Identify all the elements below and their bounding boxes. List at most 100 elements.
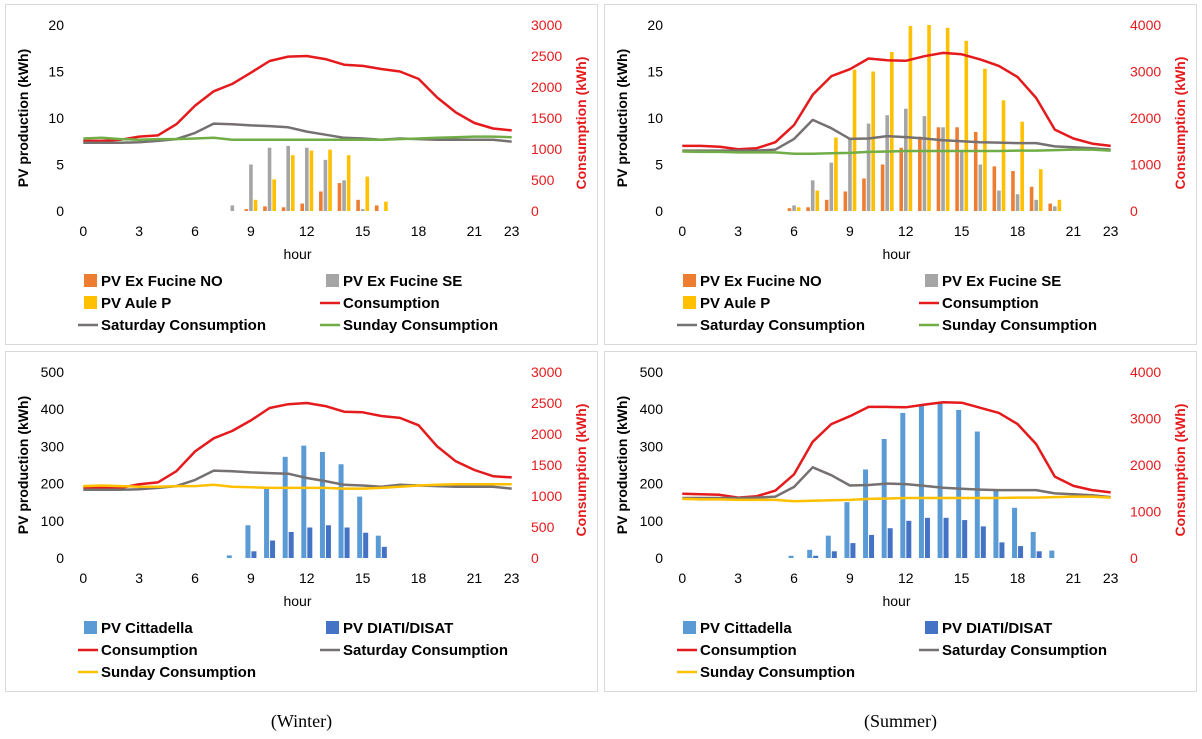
- bar-pv-ex-fucine-no: [1048, 203, 1053, 211]
- y2-tick-label: 0: [531, 203, 539, 219]
- x-tick-label: 9: [247, 223, 255, 239]
- y-axis-title: PV production (kWh): [15, 49, 31, 187]
- y2-tick-label: 2000: [1130, 457, 1161, 473]
- bar-pv-ex-fucine-se: [342, 180, 346, 211]
- bar-pv-ex-fucine-no: [281, 207, 286, 211]
- x-tick-label: 6: [790, 223, 798, 239]
- bar-pv-cittadella: [301, 445, 307, 558]
- legend-label-consumption: Consumption: [101, 642, 198, 659]
- y-tick-label: 0: [56, 550, 64, 566]
- line-sunday-consumption: [83, 135, 512, 141]
- chart-panel-summer-cittadella: 0 100 200 300 400 500 0 1000 2000 3000 4000 0 3 6 9 12 1…: [604, 351, 1197, 692]
- y-tick-label: 100: [41, 513, 65, 529]
- bar-pv-cittadella: [338, 464, 344, 558]
- y2-tick-label: 2000: [1130, 110, 1161, 126]
- bar-pv-aule-p: [796, 207, 801, 211]
- legend-label-saturday-consumption: Saturday Consumption: [101, 317, 266, 334]
- legend-label-sunday-consumption: Sunday Consumption: [942, 317, 1097, 334]
- x-axis-title: hour: [882, 593, 910, 609]
- bar-pv-aule-p: [365, 176, 370, 211]
- legend-label-pv-cittadella: PV Cittadella: [101, 620, 193, 637]
- bar-pv-aule-p: [908, 25, 913, 212]
- bar-pv-ex-fucine-no: [824, 199, 829, 211]
- x-tick-label: 3: [135, 570, 143, 586]
- bar-pv-diati-disat: [943, 517, 949, 558]
- legend-swatch-pv-diati-disat: [326, 621, 339, 634]
- y-tick-label: 10: [48, 110, 64, 126]
- x-tick-label: 3: [734, 570, 742, 586]
- bar-pv-cittadella: [319, 451, 325, 558]
- bar-pv-ex-fucine-no: [936, 127, 941, 211]
- y-tick-label: 400: [640, 401, 664, 417]
- x-tick-label: 3: [734, 223, 742, 239]
- x-tick-label: 12: [299, 570, 315, 586]
- bar-pv-ex-fucine-no: [374, 205, 379, 211]
- y2-tick-label: 3000: [531, 17, 562, 33]
- y-axis-title: PV production (kWh): [614, 49, 630, 187]
- bar-pv-aule-p: [1057, 199, 1062, 211]
- line-saturday-consumption: [83, 469, 512, 492]
- bar-pv-ex-fucine-no: [787, 208, 792, 211]
- x-tick-label: 12: [299, 223, 315, 239]
- chart-svg: 0 5 10 15 20 0 500 1000 1500 2000 2500 3000 0 3 6 9 12 15…: [15, 17, 589, 334]
- y2-tick-label: 1000: [1130, 504, 1161, 520]
- y2-tick-label: 0: [1130, 550, 1138, 566]
- y2-tick-label: 4000: [1130, 364, 1161, 380]
- y2-tick-label: 2500: [531, 395, 562, 411]
- bar-pv-ex-fucine-se: [866, 123, 871, 211]
- x-tick-label: 23: [1103, 223, 1119, 239]
- bar-pv-cittadella: [357, 496, 363, 558]
- caption-winter: (Winter): [270, 711, 333, 731]
- y2-tick-label: 1000: [531, 141, 562, 157]
- line-consumption: [83, 54, 512, 143]
- bar-pv-cittadella: [226, 555, 232, 558]
- x-tick-label: 23: [1103, 570, 1119, 586]
- x-tick-label: 21: [467, 223, 483, 239]
- bar-pv-ex-fucine-no: [899, 147, 904, 211]
- bar-pv-ex-fucine-se: [792, 205, 796, 211]
- bar-pv-diati-disat: [363, 532, 369, 558]
- bar-pv-ex-fucine-no: [337, 183, 342, 211]
- legend-label-pv-cittadella: PV Cittadella: [700, 620, 792, 637]
- bar-pv-cittadella: [863, 469, 869, 558]
- legend-label-sunday-consumption: Sunday Consumption: [101, 664, 256, 681]
- y2-tick-label: 500: [531, 519, 555, 535]
- legend-label-consumption: Consumption: [942, 295, 1039, 312]
- bar-pv-ex-fucine-no: [1011, 171, 1015, 211]
- x-axis-title: hour: [882, 246, 910, 262]
- bar-pv-ex-fucine-se: [286, 145, 290, 211]
- bar-pv-ex-fucine-se: [959, 150, 964, 211]
- bar-pv-aule-p: [1001, 100, 1006, 211]
- bar-pv-diati-disat: [251, 551, 257, 558]
- y-tick-label: 400: [41, 401, 65, 417]
- bar-pv-aule-p: [346, 155, 351, 211]
- bar-pv-diati-disat: [999, 542, 1005, 558]
- bar-pv-ex-fucine-no: [244, 209, 249, 211]
- bar-pv-ex-fucine-se: [829, 162, 834, 211]
- bar-pv-ex-fucine-se: [267, 147, 272, 211]
- bar-pv-aule-p: [384, 201, 388, 211]
- bar-pv-cittadella: [1030, 531, 1036, 558]
- bar-pv-diati-disat: [924, 517, 930, 558]
- bar-pv-diati-disat: [980, 526, 986, 558]
- bar-pv-cittadella: [974, 431, 980, 558]
- y-tick-label: 5: [655, 157, 663, 173]
- bar-pv-ex-fucine-se: [230, 205, 235, 211]
- chart-svg: 0 5 10 15 20 0 1000 2000 3000 4000 0 3 6 9 12 15 18 21 23 h…: [614, 17, 1188, 334]
- bar-pv-ex-fucine-no: [263, 206, 267, 211]
- bar-pv-cittadella: [993, 489, 999, 558]
- bar-pv-diati-disat: [962, 520, 968, 558]
- bar-pv-cittadella: [788, 555, 794, 558]
- x-tick-label: 9: [247, 570, 255, 586]
- bar-pv-ex-fucine-no: [356, 199, 360, 211]
- x-tick-label: 18: [411, 570, 427, 586]
- legend-label-sunday-consumption: Sunday Consumption: [343, 317, 498, 334]
- bar-pv-diati-disat: [307, 527, 313, 558]
- y-tick-label: 300: [640, 438, 664, 454]
- y2-tick-label: 3000: [1130, 411, 1161, 427]
- bar-pv-ex-fucine-no: [300, 203, 305, 211]
- y2-tick-label: 1500: [531, 457, 562, 473]
- y2-axis-title: Consumption (kWh): [1172, 404, 1188, 537]
- bar-pv-diati-disat: [850, 543, 856, 558]
- y2-tick-label: 0: [531, 550, 539, 566]
